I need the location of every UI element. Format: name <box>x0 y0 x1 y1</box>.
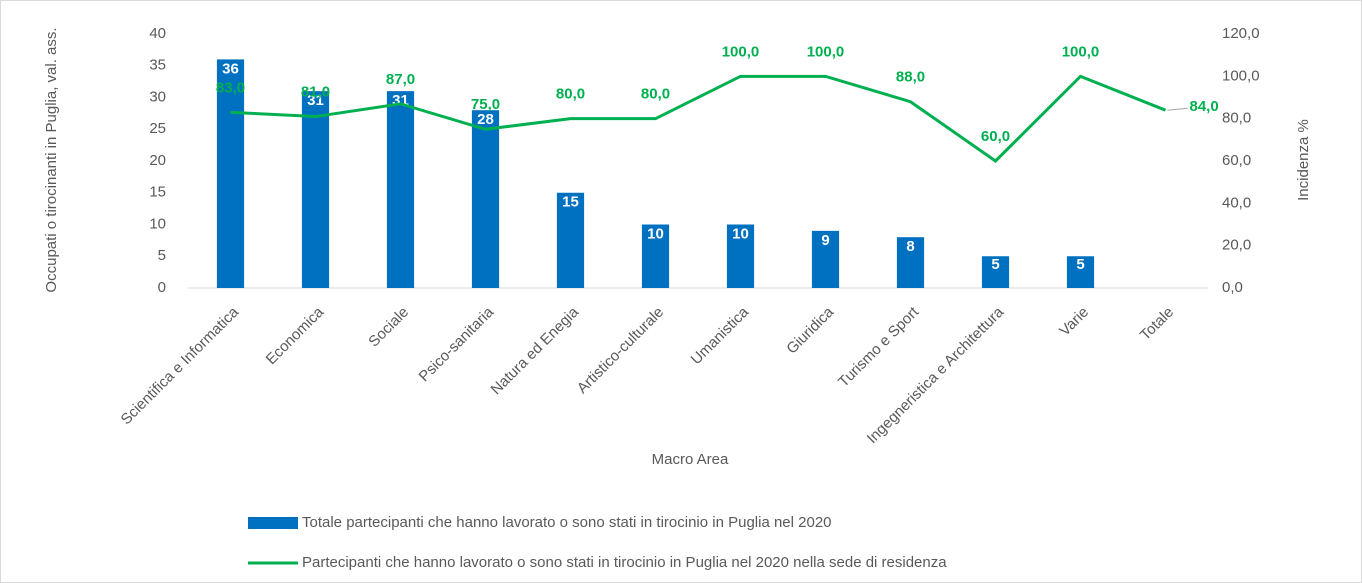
y-axis-title: Occupati o tirocinanti in Puglia, val. a… <box>43 27 60 292</box>
bar-label: 31 <box>307 92 324 109</box>
bar-label: 15 <box>562 194 579 211</box>
bar <box>1066 256 1095 288</box>
bar <box>386 91 415 289</box>
y-tick-label: 15 <box>149 184 166 201</box>
line-label: 81,0 <box>301 84 330 101</box>
bar <box>556 192 585 288</box>
bar <box>216 59 245 289</box>
bar <box>981 256 1010 288</box>
bar-label: 28 <box>477 111 494 128</box>
bar <box>726 224 755 288</box>
bar <box>641 224 670 288</box>
y2-tick-label: 0,0 <box>1222 279 1243 296</box>
bar-label: 10 <box>647 225 664 242</box>
y2-axis-title: Incidenza % <box>1295 119 1312 201</box>
line-label: 75,0 <box>471 96 500 113</box>
line-label: 80,0 <box>556 86 585 103</box>
y2-tick-label: 120,0 <box>1222 25 1260 42</box>
y2-tick-label: 40,0 <box>1222 194 1251 211</box>
line-label: 87,0 <box>386 71 415 88</box>
x-axis-title: Macro Area <box>652 451 729 468</box>
y-tick-label: 5 <box>158 247 166 264</box>
line-label: 100,0 <box>1062 43 1100 60</box>
y-tick-label: 30 <box>149 88 166 105</box>
bar <box>811 230 840 288</box>
bar-label: 8 <box>906 238 914 255</box>
line-label: 83,0 <box>216 79 245 96</box>
line-label: 80,0 <box>641 86 670 103</box>
bar-label: 36 <box>222 60 239 77</box>
leader-line <box>1167 107 1188 111</box>
line-label: 100,0 <box>722 43 760 60</box>
legend-label: Partecipanti che hanno lavorato o sono s… <box>302 554 947 571</box>
bar <box>471 110 500 288</box>
bar <box>301 91 330 289</box>
y-tick-label: 35 <box>149 57 166 74</box>
y2-tick-label: 100,0 <box>1222 67 1260 84</box>
y-tick-label: 20 <box>149 152 166 169</box>
y-tick-label: 40 <box>149 25 166 42</box>
line-label: 100,0 <box>807 43 845 60</box>
y2-tick-label: 80,0 <box>1222 110 1251 127</box>
legend-swatch <box>248 517 298 529</box>
line-label: 84,0 <box>1190 98 1219 115</box>
line-label: 88,0 <box>896 69 925 86</box>
bar-label: 5 <box>991 256 999 273</box>
bar <box>896 237 925 288</box>
line <box>230 74 1167 163</box>
bar-label: 9 <box>821 232 829 249</box>
y2-tick-label: 20,0 <box>1222 237 1251 254</box>
y-tick-label: 0 <box>158 279 166 296</box>
y-tick-label: 10 <box>149 215 166 232</box>
y2-tick-label: 60,0 <box>1222 152 1251 169</box>
bar-label: 10 <box>732 225 749 242</box>
y-tick-label: 25 <box>149 120 166 137</box>
legend-label: Totale partecipanti che hanno lavorato o… <box>302 514 832 531</box>
bar-label: 5 <box>1076 256 1084 273</box>
line-label: 60,0 <box>981 128 1010 145</box>
